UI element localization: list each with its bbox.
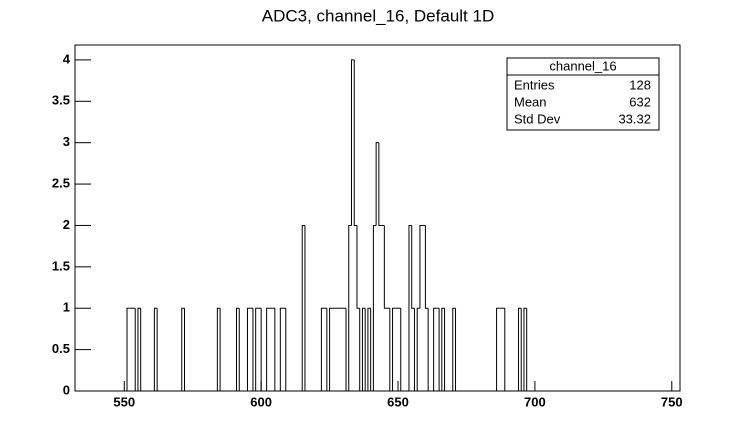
bar — [424, 225, 429, 309]
x-tick-label: 700 — [524, 394, 546, 409]
y-tick-label: 3.5 — [52, 93, 70, 108]
bar — [504, 308, 519, 392]
bar — [526, 308, 680, 392]
bar — [389, 308, 393, 392]
bar — [517, 307, 522, 391]
bar — [496, 307, 500, 391]
bar — [320, 307, 325, 391]
bar — [348, 224, 352, 391]
bar — [523, 307, 527, 391]
bar — [216, 307, 221, 391]
bar — [184, 308, 218, 392]
bar — [452, 307, 456, 391]
stats-value: 128 — [629, 77, 651, 92]
bar — [413, 308, 418, 392]
bar — [301, 224, 305, 391]
bar — [274, 308, 281, 392]
bar — [236, 307, 240, 391]
x-tick-label: 550 — [113, 394, 135, 409]
bar — [219, 308, 237, 392]
bar — [444, 308, 453, 392]
bar — [400, 308, 409, 392]
bar — [153, 307, 158, 391]
y-tick-label: 1 — [63, 300, 70, 315]
stats-value: 33.32 — [618, 111, 651, 126]
bar — [408, 224, 412, 391]
bar — [361, 307, 366, 391]
y-tick-label: 0 — [63, 382, 70, 397]
x-tick-label: 600 — [250, 394, 272, 409]
bar — [427, 308, 434, 392]
stats-value: 632 — [629, 94, 651, 109]
bar — [356, 225, 360, 309]
bar — [279, 307, 284, 391]
bar — [419, 224, 423, 309]
bar — [126, 307, 130, 391]
bar — [378, 142, 382, 226]
y-tick-label: 4 — [63, 51, 71, 66]
bar — [285, 308, 303, 392]
y-tick-label: 1.5 — [52, 258, 70, 273]
bar — [411, 225, 415, 309]
y-tick-label: 3 — [63, 134, 70, 149]
bar — [137, 307, 141, 391]
stats-label: Entries — [514, 77, 555, 92]
bar — [438, 308, 442, 392]
bar — [255, 307, 259, 391]
bar — [345, 308, 349, 392]
bar — [367, 307, 371, 391]
stats-title: channel_16 — [549, 58, 616, 73]
stats-box: channel_16 Entries 128 Mean 632 Std Dev … — [506, 57, 660, 131]
y-tick-label: 2.5 — [52, 175, 70, 190]
bar — [181, 307, 185, 391]
bar — [441, 307, 445, 391]
bar — [326, 308, 330, 392]
bar — [238, 308, 248, 392]
plot-frame — [74, 44, 681, 392]
bar — [455, 308, 497, 392]
bar — [370, 308, 374, 392]
bar — [140, 308, 155, 392]
bar — [252, 308, 256, 392]
bar — [134, 308, 138, 392]
stats-label: Mean — [514, 94, 547, 109]
chart-title: ADC3, channel_16, Default 1D — [262, 6, 494, 25]
bar — [375, 142, 379, 226]
bar — [383, 225, 388, 309]
bar — [304, 225, 322, 392]
x-tick-label: 750 — [661, 394, 683, 409]
bar — [266, 307, 270, 391]
stats-frame — [506, 57, 660, 131]
bar — [392, 307, 396, 391]
y-tick-label: 0.5 — [52, 341, 70, 356]
bar — [260, 308, 267, 392]
bar — [433, 307, 437, 391]
x-tick-label: 650 — [387, 394, 409, 409]
bar — [353, 59, 357, 226]
bar — [416, 307, 420, 391]
bar — [364, 308, 368, 392]
bar — [520, 308, 524, 392]
bar — [372, 224, 377, 391]
bar — [329, 307, 333, 391]
y-tick-label: 2 — [63, 217, 70, 232]
stats-label: Std Dev — [514, 111, 561, 126]
bar — [156, 308, 182, 392]
bar — [350, 59, 355, 226]
bar — [246, 307, 251, 391]
bar — [359, 308, 363, 392]
